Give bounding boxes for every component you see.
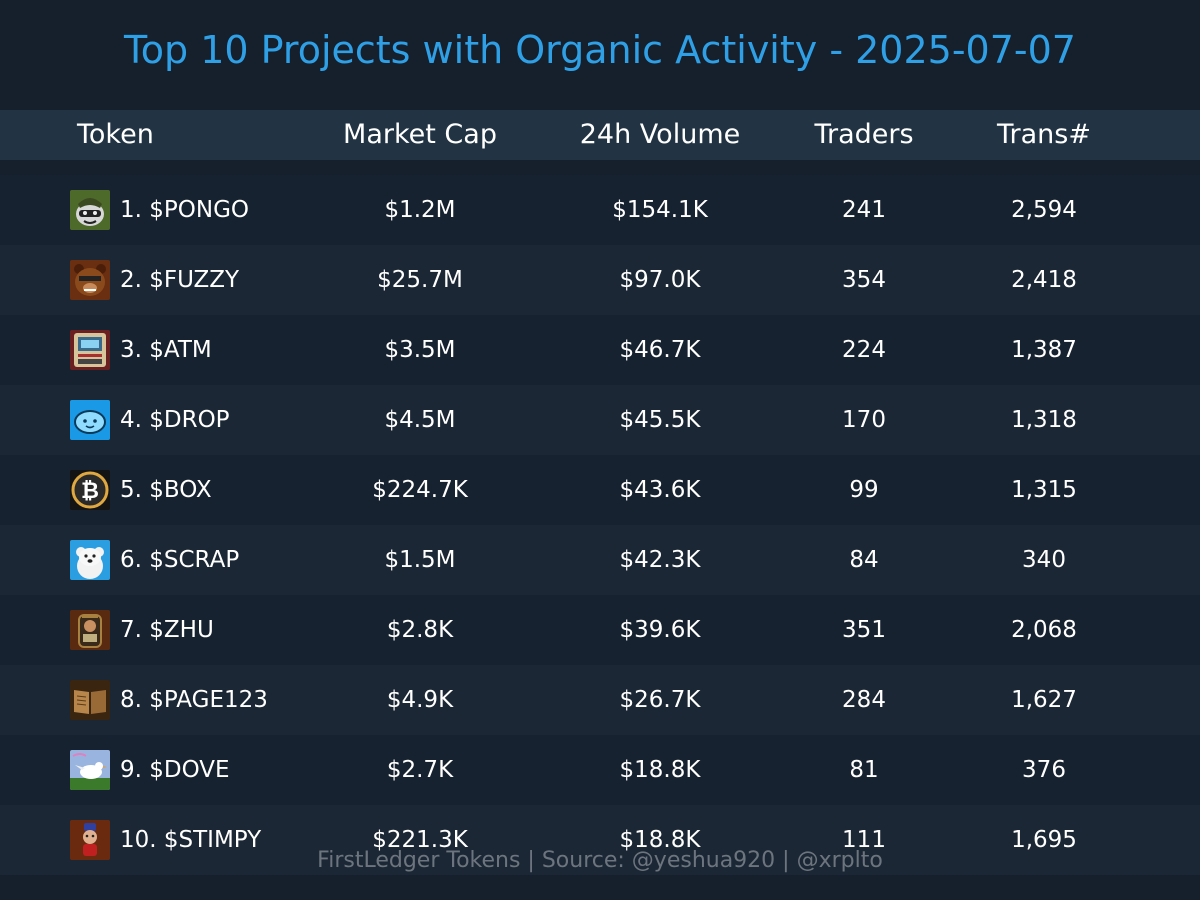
transactions-cell: 2,068: [1011, 617, 1077, 643]
volume-cell: $43.6K: [619, 477, 701, 503]
token-name: 10. $STIMPY: [120, 827, 262, 853]
dog-icon: [70, 540, 110, 580]
transactions-cell: 376: [1022, 757, 1066, 783]
volume-cell: $18.8K: [619, 757, 701, 783]
column-header-market-cap: Market Cap: [343, 119, 497, 150]
table-row: 3. $ATM $3.5M $46.7K 224 1,387: [0, 315, 1200, 385]
volume-cell: $97.0K: [619, 267, 701, 293]
token-name: 1. $PONGO: [120, 197, 249, 223]
market-cap-cell: $2.7K: [386, 757, 454, 783]
transactions-cell: 1,695: [1011, 827, 1077, 853]
volume-cell: $39.6K: [619, 617, 701, 643]
transactions-cell: 2,418: [1011, 267, 1077, 293]
transactions-cell: 2,594: [1011, 197, 1077, 223]
market-cap-cell: $1.2M: [384, 197, 456, 223]
traders-cell: 354: [842, 267, 886, 293]
raccoon-icon: [70, 190, 110, 230]
atm-icon: [70, 330, 110, 370]
svg-text:₿: ₿: [81, 479, 99, 504]
traders-cell: 241: [842, 197, 886, 223]
table-header: Token Market Cap 24h Volume Traders Tran…: [0, 110, 1200, 160]
column-header-traders: Traders: [814, 119, 914, 150]
traders-cell: 224: [842, 337, 886, 363]
character-icon: [70, 820, 110, 860]
table-row: 8. $PAGE123 $4.9K $26.7K 284 1,627: [0, 665, 1200, 735]
column-header-transactions: Trans#: [997, 119, 1091, 150]
footer-source: FirstLedger Tokens | Source: @yeshua920 …: [317, 848, 883, 873]
token-name: 8. $PAGE123: [120, 687, 268, 713]
traders-cell: 111: [842, 827, 886, 853]
pig-jar-icon: [70, 610, 110, 650]
transactions-cell: 1,315: [1011, 477, 1077, 503]
volume-cell: $46.7K: [619, 337, 701, 363]
market-cap-cell: $4.9K: [386, 687, 454, 713]
table-row: 2. $FUZZY $25.7M $97.0K 354 2,418: [0, 245, 1200, 315]
table-row: 1. $PONGO $1.2M $154.1K 241 2,594: [0, 175, 1200, 245]
token-name: 5. $BOX: [120, 477, 212, 503]
market-cap-cell: $221.3K: [372, 827, 468, 853]
table-row: 6. $SCRAP $1.5M $42.3K 84 340: [0, 525, 1200, 595]
volume-cell: $154.1K: [612, 197, 708, 223]
traders-cell: 351: [842, 617, 886, 643]
transactions-cell: 1,318: [1011, 407, 1077, 433]
traders-cell: 170: [842, 407, 886, 433]
table-row: ₿ 5. $BOX $224.7K $43.6K 99 1,315: [0, 455, 1200, 525]
market-cap-cell: $224.7K: [372, 477, 468, 503]
transactions-cell: 1,627: [1011, 687, 1077, 713]
volume-cell: $18.8K: [619, 827, 701, 853]
bear-icon: [70, 260, 110, 300]
traders-cell: 284: [842, 687, 886, 713]
table-row: 9. $DOVE $2.7K $18.8K 81 376: [0, 735, 1200, 805]
market-cap-cell: $3.5M: [384, 337, 456, 363]
book-icon: [70, 680, 110, 720]
traders-cell: 81: [849, 757, 879, 783]
traders-cell: 84: [849, 547, 879, 573]
bitcoin-icon: ₿: [70, 470, 110, 510]
market-cap-cell: $1.5M: [384, 547, 456, 573]
volume-cell: $26.7K: [619, 687, 701, 713]
volume-cell: $42.3K: [619, 547, 701, 573]
volume-cell: $45.5K: [619, 407, 701, 433]
token-name: 4. $DROP: [120, 407, 230, 433]
token-name: 7. $ZHU: [120, 617, 214, 643]
token-name: 2. $FUZZY: [120, 267, 240, 293]
column-header-token: Token: [77, 119, 154, 150]
token-name: 9. $DOVE: [120, 757, 230, 783]
market-cap-cell: $25.7M: [377, 267, 463, 293]
market-cap-cell: $4.5M: [384, 407, 456, 433]
column-header-volume: 24h Volume: [579, 119, 741, 150]
transactions-cell: 1,387: [1011, 337, 1077, 363]
dove-icon: [70, 750, 110, 790]
table-row: 4. $DROP $4.5M $45.5K 170 1,318: [0, 385, 1200, 455]
traders-cell: 99: [849, 477, 879, 503]
token-name: 6. $SCRAP: [120, 547, 240, 573]
table-row: 7. $ZHU $2.8K $39.6K 351 2,068: [0, 595, 1200, 665]
market-cap-cell: $2.8K: [386, 617, 454, 643]
token-name: 3. $ATM: [120, 337, 212, 363]
transactions-cell: 340: [1022, 547, 1066, 573]
page-title: Top 10 Projects with Organic Activity - …: [124, 28, 1076, 72]
table-row: 10. $STIMPY $221.3K $18.8K 111 1,695: [0, 805, 1200, 875]
droplet-icon: [70, 400, 110, 440]
